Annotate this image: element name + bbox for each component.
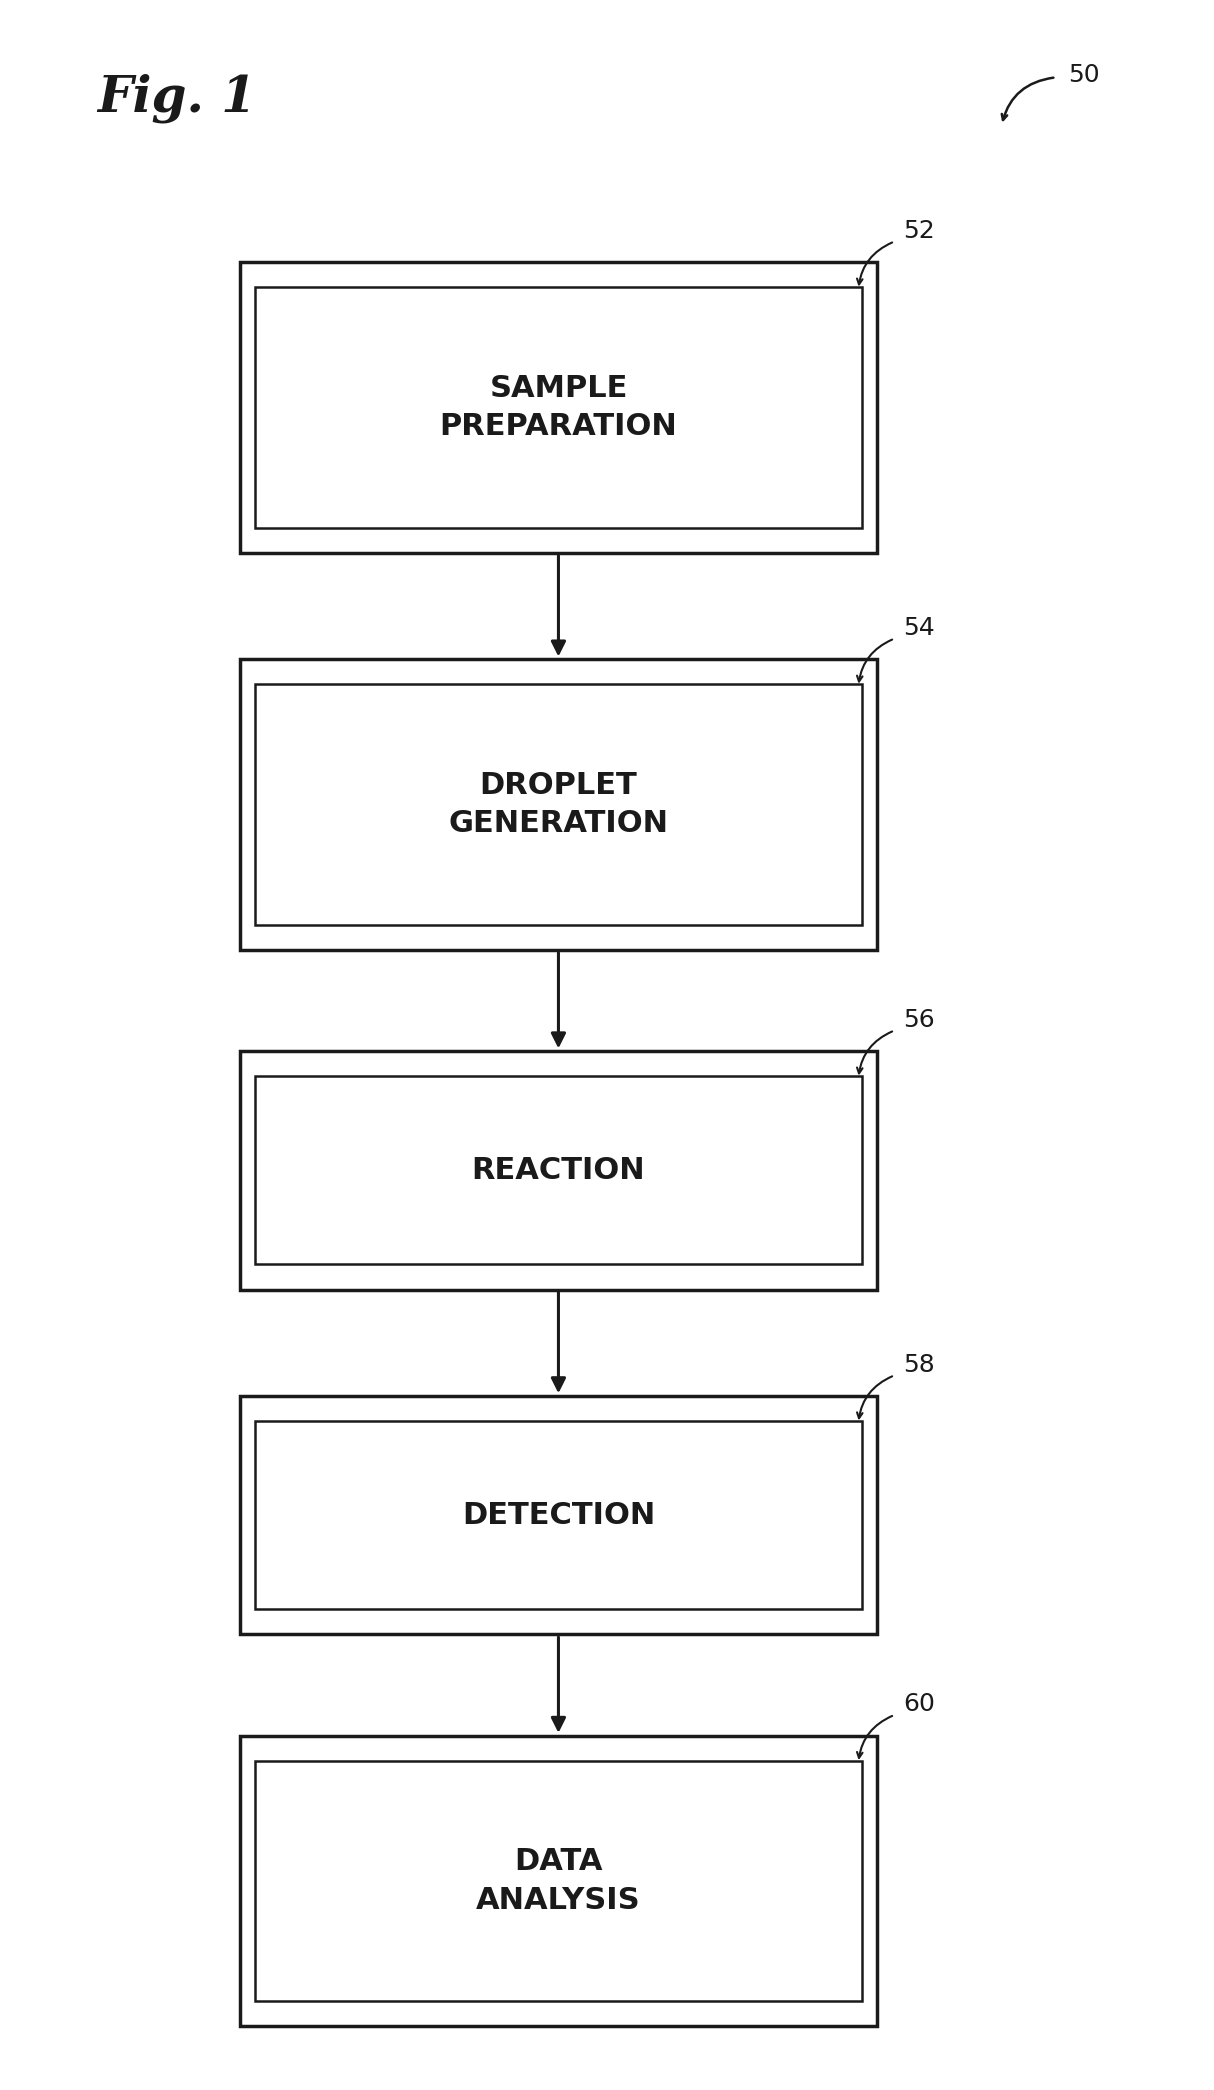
Text: DETECTION: DETECTION: [461, 1501, 656, 1530]
Bar: [240, 1051, 877, 1290]
Bar: [240, 1735, 877, 2027]
Text: 54: 54: [903, 617, 935, 640]
Bar: [255, 1760, 862, 2002]
Bar: [255, 686, 862, 924]
Bar: [240, 660, 877, 949]
Text: Fig. 1: Fig. 1: [97, 73, 256, 123]
Text: DATA
ANALYSIS: DATA ANALYSIS: [476, 1848, 641, 1914]
Text: 56: 56: [903, 1007, 935, 1032]
Text: 58: 58: [903, 1352, 935, 1377]
Bar: [240, 1396, 877, 1634]
Bar: [255, 1076, 862, 1264]
Text: 52: 52: [903, 219, 935, 242]
Text: 60: 60: [903, 1693, 935, 1716]
Text: REACTION: REACTION: [471, 1156, 646, 1185]
Bar: [240, 261, 877, 552]
Text: 50: 50: [1068, 63, 1100, 88]
Text: DROPLET
GENERATION: DROPLET GENERATION: [448, 771, 669, 838]
Text: SAMPLE
PREPARATION: SAMPLE PREPARATION: [439, 374, 677, 441]
Bar: [255, 1421, 862, 1609]
Bar: [255, 286, 862, 527]
